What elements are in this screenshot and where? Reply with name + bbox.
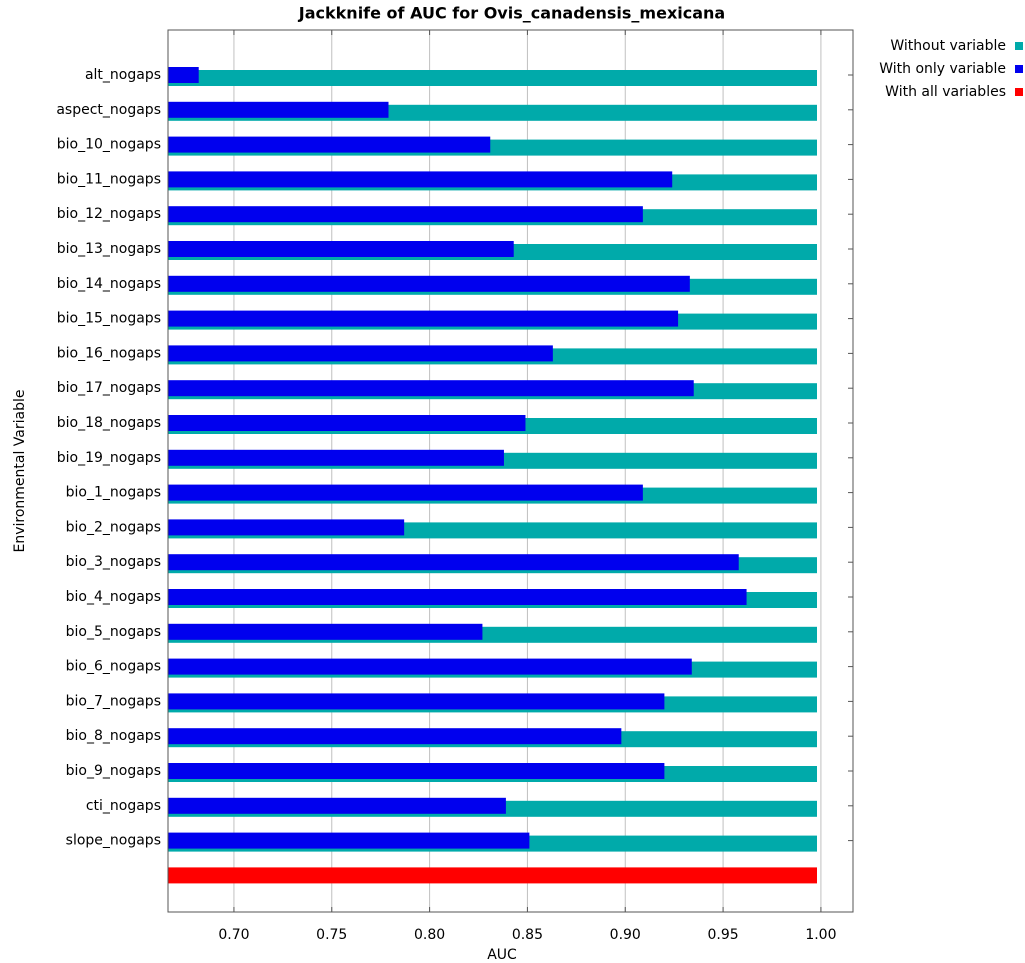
bar <box>168 206 643 223</box>
bar <box>168 484 643 501</box>
y-tick-label: bio_13_nogaps <box>57 241 161 257</box>
bar <box>168 171 673 188</box>
y-tick-label: bio_4_nogaps <box>66 589 161 605</box>
bar <box>168 345 553 362</box>
chart-title: Jackknife of AUC for Ovis_canadensis_mex… <box>298 4 725 23</box>
bar <box>168 380 694 397</box>
y-tick-label: bio_17_nogaps <box>57 380 161 396</box>
y-tick-label: bio_18_nogaps <box>57 415 161 431</box>
x-tick-label: 0.90 <box>610 927 641 943</box>
x-tick-label: 0.70 <box>218 927 249 943</box>
bar <box>168 693 665 710</box>
y-tick-label: bio_8_nogaps <box>66 728 161 744</box>
bar <box>168 589 747 605</box>
x-tick-label: 0.95 <box>707 927 738 943</box>
bar <box>168 275 690 292</box>
x-tick-label: 0.75 <box>316 927 347 943</box>
y-tick-label: bio_11_nogaps <box>57 171 161 187</box>
bar <box>168 415 526 431</box>
y-tick-label: bio_3_nogaps <box>66 554 161 570</box>
y-tick-label: bio_19_nogaps <box>57 450 161 466</box>
y-tick-label: bio_5_nogaps <box>66 624 161 640</box>
bar <box>168 623 483 640</box>
bar <box>168 310 679 327</box>
legend-label: With all variables <box>885 84 1006 100</box>
bar <box>168 70 817 86</box>
bar <box>168 763 665 779</box>
bar <box>168 797 506 814</box>
legend-label: Without variable <box>890 38 1006 54</box>
bar <box>168 658 692 675</box>
plot-frame <box>167 29 854 913</box>
y-tick-label: alt_nogaps <box>85 67 161 83</box>
y-tick-label: bio_12_nogaps <box>57 206 161 222</box>
y-tick-label: bio_9_nogaps <box>66 763 161 779</box>
bar <box>168 67 199 83</box>
bar <box>168 519 405 536</box>
x-tick-label: 0.85 <box>512 927 543 943</box>
legend-swatch <box>1015 88 1023 96</box>
legend-swatch <box>1015 42 1023 50</box>
y-tick-label: bio_7_nogaps <box>66 693 161 709</box>
y-tick-label: bio_2_nogaps <box>66 519 161 535</box>
x-tick-label: 0.80 <box>414 927 445 943</box>
y-tick-label: bio_10_nogaps <box>57 137 161 153</box>
bar <box>168 832 530 849</box>
y-tick-label: cti_nogaps <box>86 798 161 814</box>
y-tick-label: bio_6_nogaps <box>66 659 161 675</box>
legend-swatch <box>1015 65 1023 73</box>
y-tick-label: bio_14_nogaps <box>57 276 161 292</box>
bar <box>168 101 389 118</box>
y-axis-label: Environmental Variable <box>12 390 28 553</box>
legend-label: With only variable <box>879 61 1006 77</box>
bar <box>168 449 504 466</box>
bar <box>168 867 817 884</box>
y-tick-label: bio_1_nogaps <box>66 485 161 501</box>
bar <box>168 728 622 745</box>
x-axis-label: AUC <box>487 947 517 963</box>
y-tick-label: bio_15_nogaps <box>57 311 161 327</box>
bar <box>168 554 739 571</box>
y-tick-label: bio_16_nogaps <box>57 345 161 361</box>
bar <box>168 241 514 257</box>
y-tick-label: aspect_nogaps <box>56 102 161 118</box>
y-tick-label: slope_nogaps <box>66 833 161 849</box>
bar <box>168 136 491 153</box>
x-tick-label: 1.00 <box>805 927 836 943</box>
